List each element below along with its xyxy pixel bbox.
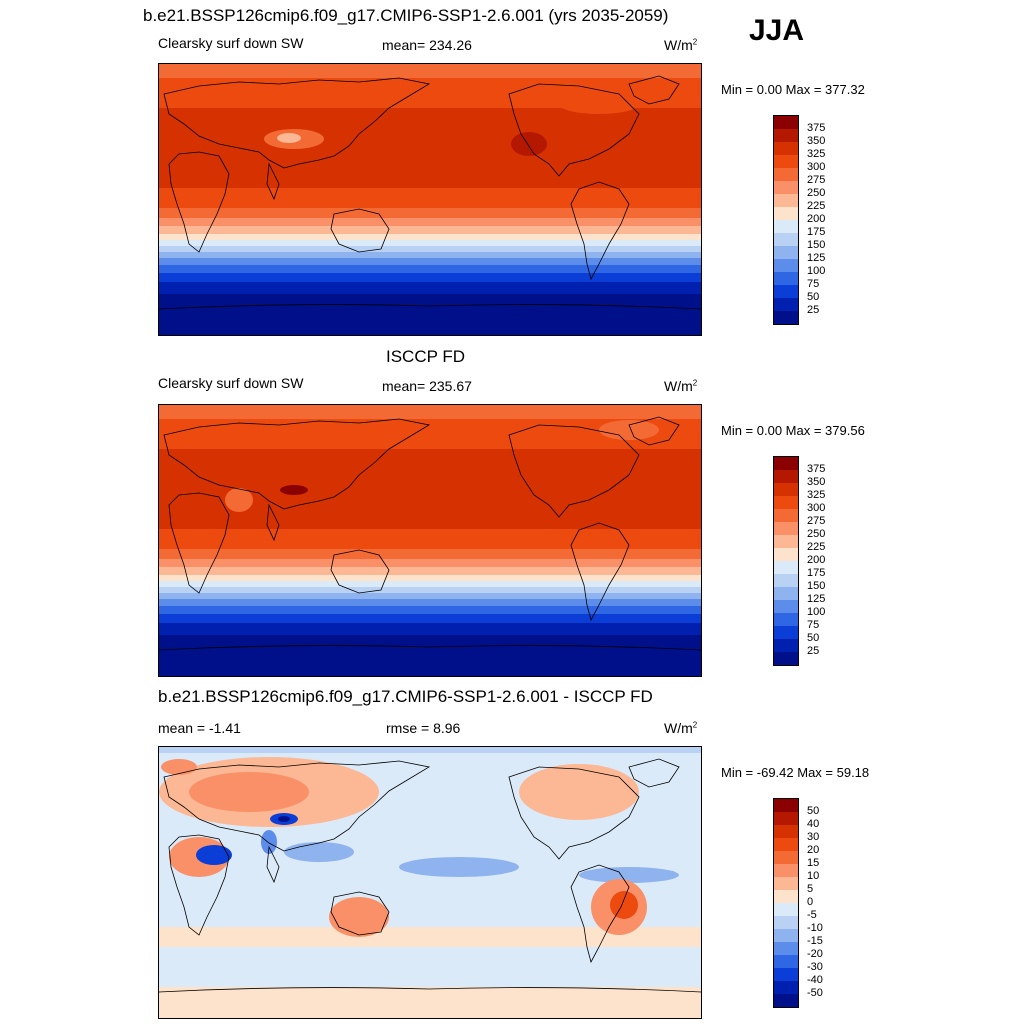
panel2-mean-label: mean= 235.67 <box>382 378 472 394</box>
cbar-tick: 375 <box>807 463 826 475</box>
cbar-tick: 150 <box>807 580 826 592</box>
panel1-title: b.e21.BSSP126cmip6.f09_g17.CMIP6-SSP1-2.… <box>143 6 669 25</box>
panel2-colorbar <box>773 456 799 666</box>
panel3-minmax: Min = -69.42 Max = 59.18 <box>721 765 870 780</box>
panel1-map <box>158 63 702 336</box>
cbar-tick: 25 <box>807 304 820 316</box>
season-label: JJA <box>749 14 805 47</box>
cbar-tick: 225 <box>807 200 826 212</box>
cbar-tick: 125 <box>807 593 826 605</box>
panel2-map <box>158 404 702 677</box>
cbar-tick: 250 <box>807 187 826 199</box>
panel1-variable-label: Clearsky surf down SW <box>158 35 304 51</box>
cbar-tick: 50 <box>807 632 820 644</box>
cbar-tick: -15 <box>807 935 823 947</box>
cbar-tick: 350 <box>807 476 826 488</box>
cbar-tick: 75 <box>807 619 820 631</box>
panel3-units: W/m2 <box>664 720 698 736</box>
cbar-tick: 50 <box>807 291 820 303</box>
cbar-tick: 40 <box>807 818 820 830</box>
cbar-tick: 275 <box>807 174 826 186</box>
cbar-tick: 150 <box>807 239 826 251</box>
cbar-tick: 20 <box>807 844 820 856</box>
cbar-tick: 75 <box>807 278 820 290</box>
panel1-minmax: Min = 0.00 Max = 377.32 <box>721 82 865 97</box>
cbar-tick: -20 <box>807 948 823 960</box>
cbar-tick: 275 <box>807 515 826 527</box>
panel3-rmse-label: rmse = 8.96 <box>386 720 461 736</box>
cbar-tick: 200 <box>807 554 826 566</box>
cbar-tick: 325 <box>807 148 826 160</box>
panel3-colorbar <box>773 798 799 1008</box>
cbar-tick: 225 <box>807 541 826 553</box>
cbar-tick: 300 <box>807 502 826 514</box>
cbar-tick: 250 <box>807 528 826 540</box>
cbar-tick: -5 <box>807 909 817 921</box>
cbar-tick: 0 <box>807 896 814 908</box>
panel1-colorbar <box>773 115 799 325</box>
cbar-tick: 175 <box>807 226 826 238</box>
panel2-units: W/m2 <box>664 378 698 394</box>
cbar-tick: 325 <box>807 489 826 501</box>
cbar-tick: 300 <box>807 161 826 173</box>
cbar-tick: 15 <box>807 857 820 869</box>
cbar-tick: 375 <box>807 122 826 134</box>
panel3-mean-label: mean = -1.41 <box>158 720 241 736</box>
panel2-variable-label: Clearsky surf down SW <box>158 375 304 391</box>
panel1-mean-label: mean= 234.26 <box>382 37 472 53</box>
cbar-tick: -50 <box>807 987 823 999</box>
cbar-tick: 200 <box>807 213 826 225</box>
cbar-tick: -40 <box>807 974 823 986</box>
cbar-tick: 30 <box>807 831 820 843</box>
cbar-tick: 125 <box>807 252 826 264</box>
cbar-tick: -30 <box>807 961 823 973</box>
cbar-tick: 350 <box>807 135 826 147</box>
panel1-units: W/m2 <box>664 37 698 53</box>
panel2-title: ISCCP FD <box>386 347 466 366</box>
cbar-tick: 100 <box>807 606 826 618</box>
cbar-tick: 10 <box>807 870 820 882</box>
cbar-tick: -10 <box>807 922 823 934</box>
panel3-map <box>158 746 702 1019</box>
cbar-tick: 100 <box>807 265 826 277</box>
cbar-tick: 50 <box>807 805 820 817</box>
cbar-tick: 5 <box>807 883 814 895</box>
panel2-minmax: Min = 0.00 Max = 379.56 <box>721 423 865 438</box>
cbar-tick: 175 <box>807 567 826 579</box>
cbar-tick: 25 <box>807 645 820 657</box>
panel3-title: b.e21.BSSP126cmip6.f09_g17.CMIP6-SSP1-2.… <box>158 687 653 706</box>
